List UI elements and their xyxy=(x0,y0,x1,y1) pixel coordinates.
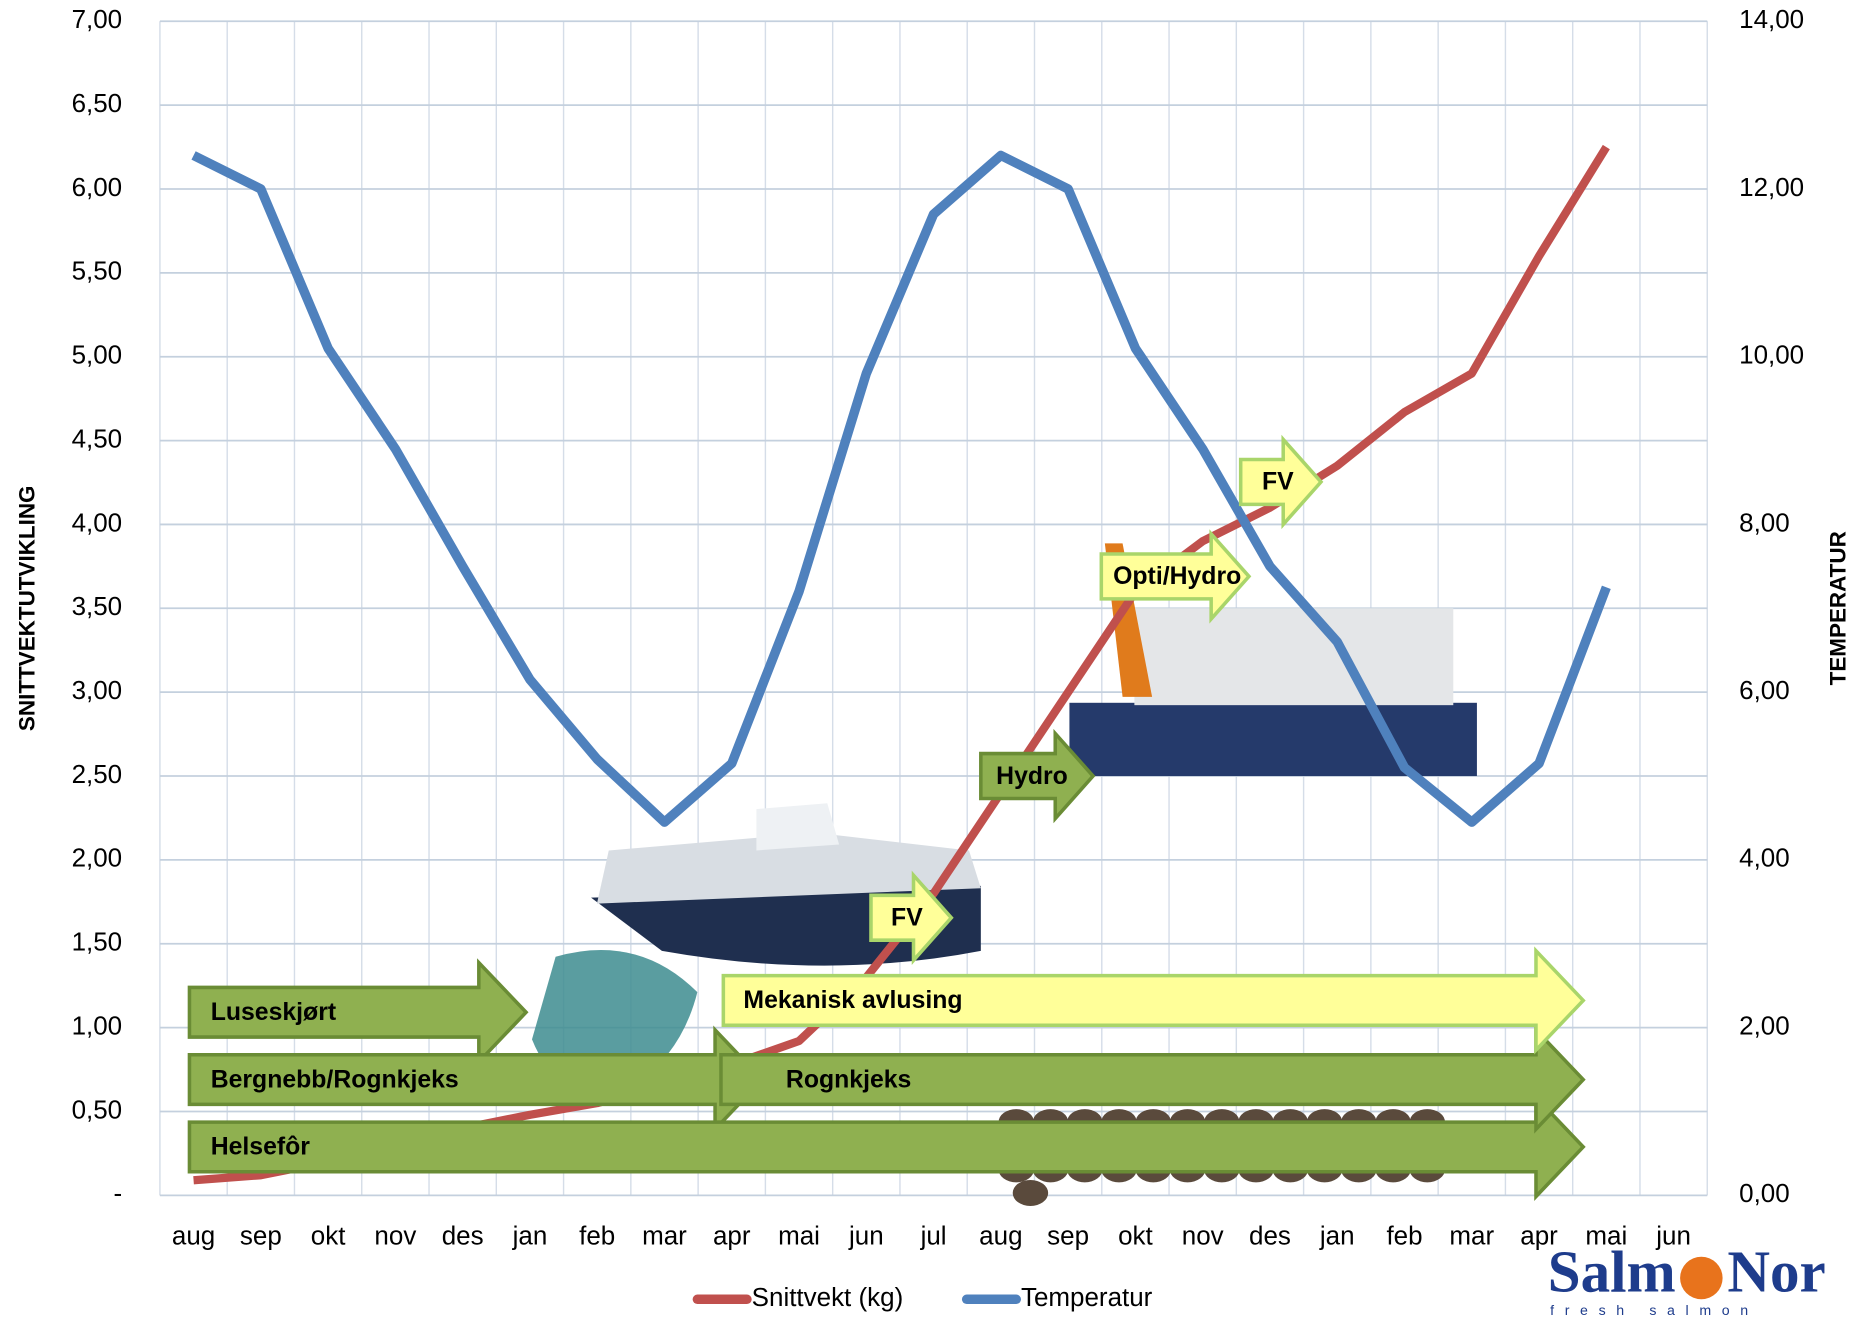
logo-text: Salm xyxy=(1548,1239,1676,1305)
y-tick-label: 4,50 xyxy=(72,423,123,453)
y-tick-label: 3,00 xyxy=(72,675,123,705)
x-tick-label: mar xyxy=(642,1221,687,1251)
y-tick-label: 5,50 xyxy=(72,256,123,286)
x-tick-label: okt xyxy=(311,1221,346,1251)
x-tick-label: jun xyxy=(848,1221,884,1251)
legend-label: Temperatur xyxy=(1021,1282,1153,1312)
y-tick-label: 0,50 xyxy=(72,1094,123,1124)
x-tick-label: sep xyxy=(1047,1221,1089,1251)
x-tick-label: des xyxy=(1249,1221,1291,1251)
page: {"chart_data": { "type": "line", "catego… xyxy=(0,0,1853,1317)
y2-axis-label: TEMPERATUR xyxy=(1825,531,1850,685)
x-tick-label: aug xyxy=(979,1221,1022,1251)
y2-tick-label: 6,00 xyxy=(1739,675,1790,705)
y-tick-label: 2,00 xyxy=(72,843,123,873)
decoration xyxy=(1134,608,1453,705)
y-tick-label: 6,00 xyxy=(72,172,123,202)
annotation-label: FV xyxy=(1262,469,1294,496)
y2-tick-label: 2,00 xyxy=(1739,1010,1790,1040)
chart: SNITTVEKTUTVIKLING TEMPERATUR - 0,50 1,00 1… xyxy=(0,0,1853,1317)
x-tick-label: okt xyxy=(1118,1221,1153,1251)
x-tick-label: aug xyxy=(172,1221,215,1251)
x-tick-label: apr xyxy=(713,1221,751,1251)
y-tick-label: - xyxy=(113,1178,122,1208)
y-tick-label: 4,00 xyxy=(72,507,123,537)
x-tick-label: jan xyxy=(1319,1221,1355,1251)
annotation-label: Bergnebb/Rognkjeks xyxy=(211,1066,459,1093)
y2-tick-label: 14,00 xyxy=(1739,4,1804,34)
x-tick-label: mar xyxy=(1449,1221,1494,1251)
y-axis-label: SNITTVEKTUTVIKLING xyxy=(15,486,40,732)
y2-tick-label: 8,00 xyxy=(1739,507,1790,537)
annotation-label: Luseskjørt xyxy=(211,999,336,1026)
annotation-label: Rognkjeks xyxy=(786,1066,911,1093)
x-tick-label: feb xyxy=(579,1221,615,1251)
y2-tick-label: 12,00 xyxy=(1739,172,1804,202)
x-tick-label: sep xyxy=(240,1221,282,1251)
y-tick-label: 3,50 xyxy=(72,591,123,621)
annotation-label: Mekanisk avlusing xyxy=(743,987,962,1014)
y2-tick-label: 4,00 xyxy=(1739,843,1790,873)
legend-label: Snittvekt (kg) xyxy=(752,1282,904,1312)
y-tick-label: 5,00 xyxy=(72,340,123,370)
x-tick-label: jul xyxy=(920,1221,947,1251)
x-tick-label: nov xyxy=(1182,1221,1224,1251)
x-tick-label: mai xyxy=(778,1221,820,1251)
decoration xyxy=(1069,703,1477,776)
x-tick-label: des xyxy=(442,1221,484,1251)
y-tick-label: 1,50 xyxy=(72,927,123,957)
annotation-label: FV xyxy=(891,904,923,931)
x-tick-label: feb xyxy=(1386,1221,1422,1251)
y-tick-label: 6,50 xyxy=(72,88,123,118)
annotation-label: Opti/Hydro xyxy=(1113,563,1241,590)
y2-tick-label: 0,00 xyxy=(1739,1178,1790,1208)
y-tick-label: 2,50 xyxy=(72,759,123,789)
decoration xyxy=(756,803,839,850)
x-tick-label: nov xyxy=(374,1221,416,1251)
y2-tick-label: 10,00 xyxy=(1739,340,1804,370)
annotation-label: Hydro xyxy=(996,763,1068,790)
y-tick-label: 1,00 xyxy=(72,1010,123,1040)
logo-text: Nor xyxy=(1727,1239,1825,1305)
logo-tagline: fresh salmon xyxy=(1550,1303,1759,1317)
logo-mark xyxy=(1680,1257,1723,1300)
annotation-label: Helsefôr xyxy=(211,1134,311,1161)
decoration xyxy=(1013,1180,1048,1206)
y-tick-label: 7,00 xyxy=(72,4,123,34)
x-tick-label: jan xyxy=(512,1221,548,1251)
